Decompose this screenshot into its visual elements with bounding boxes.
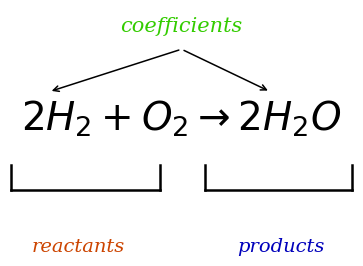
Text: coefficients: coefficients [121,17,242,36]
Text: reactants: reactants [32,238,125,256]
Text: products: products [238,238,325,256]
Text: $2H_2 + O_2 \rightarrow 2H_2O$: $2H_2 + O_2 \rightarrow 2H_2O$ [21,98,342,139]
